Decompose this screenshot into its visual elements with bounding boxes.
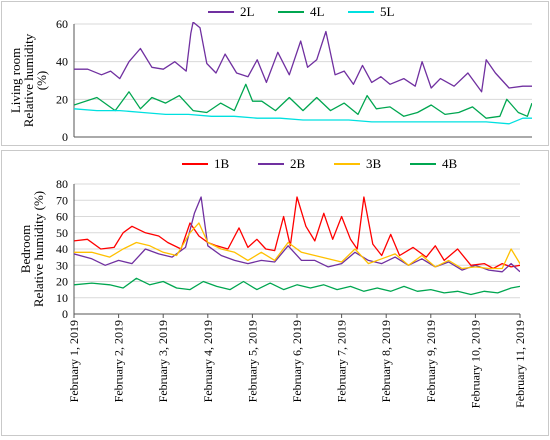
bedroom-ytick-label: 60 <box>56 210 68 224</box>
bedroom-xtick-label: February 5, 2019 <box>245 320 259 402</box>
bedroom-legend-label-3B: 3B <box>366 156 382 171</box>
bedroom-ytick-label: 10 <box>56 291 68 305</box>
bedroom-xtick-label: February 10, 2019 <box>468 320 482 408</box>
living-legend-label-2L: 2L <box>240 4 255 19</box>
living-ytick-label: 20 <box>56 92 68 106</box>
bedroom-xtick-label: February 11, 2019 <box>513 320 527 408</box>
living-series-2L-line <box>74 22 532 93</box>
living-legend-label-5L: 5L <box>380 4 395 19</box>
living-ylabel-line: Living room <box>8 48 23 113</box>
bedroom-xtick-label: February 3, 2019 <box>156 320 170 402</box>
living-ytick-label: 40 <box>56 55 68 69</box>
bedroom-series-3B-line <box>74 222 520 270</box>
bedroom-ytick-label: 80 <box>56 177 68 191</box>
living-ytick-label: 60 <box>56 17 68 31</box>
living-series-5L-line <box>74 108 532 125</box>
bedroom-xtick-label: February 7, 2019 <box>335 320 349 402</box>
bedroom-xtick-label: February 4, 2019 <box>201 320 215 402</box>
bedroom-xtick-label: February 1, 2019 <box>67 320 81 402</box>
living-ylabel-line: Relative humidity <box>21 33 36 127</box>
living-legend-label-4L: 4L <box>310 4 325 19</box>
bedroom-ylabel-line: Bedroom <box>18 225 33 273</box>
bedroom-series-1B-line <box>74 196 520 270</box>
living-room-chart-panel: 0 20 40 60 Living room Relative humidity (%) 2L… <box>1 1 549 146</box>
bedroom-ytick-label: 30 <box>56 258 68 272</box>
bedroom-xtick-label: February 8, 2019 <box>379 320 393 402</box>
living-series-4L-line <box>74 83 532 119</box>
bedroom-ytick-label: 40 <box>56 242 68 256</box>
bedroom-chart: 0 10 20 30 40 50 60 70 80 February 1, 2019 Februar… <box>18 156 527 408</box>
bedroom-legend-label-4B: 4B <box>442 156 458 171</box>
bedroom-ytick-label: 50 <box>56 226 68 240</box>
bedroom-series-2B-line <box>74 196 520 273</box>
living-ylabel-line: (%) <box>34 71 49 91</box>
bedroom-xtick-label: February 2, 2019 <box>112 320 126 402</box>
bedroom-series-4B-line <box>74 277 520 296</box>
bedroom-ytick-label: 0 <box>62 307 68 321</box>
bedroom-chart-panel: 0 10 20 30 40 50 60 70 80 February 1, 2019 Februar… <box>1 150 549 436</box>
bedroom-ytick-label: 20 <box>56 275 68 289</box>
bedroom-xtick-label: February 6, 2019 <box>290 320 304 402</box>
bedroom-ylabel-line: Relative humidity (%) <box>31 191 46 307</box>
bedroom-legend-label-1B: 1B <box>214 156 230 171</box>
bedroom-legend-label-2B: 2B <box>290 156 306 171</box>
living-ytick-label: 0 <box>62 130 68 144</box>
bedroom-xtick-label: February 9, 2019 <box>424 320 438 402</box>
bedroom-ytick-label: 70 <box>56 193 68 207</box>
